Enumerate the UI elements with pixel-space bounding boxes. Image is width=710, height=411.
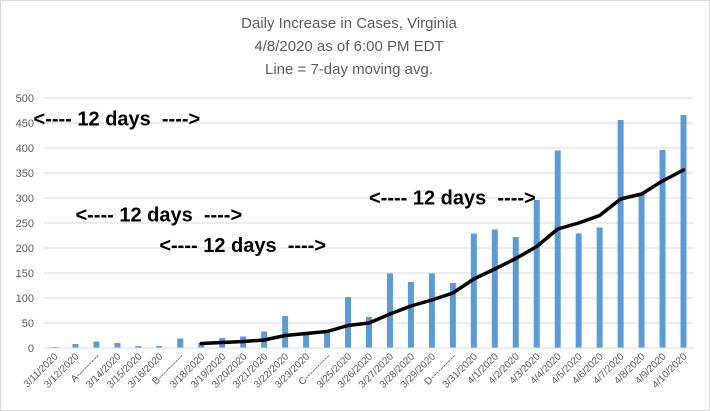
bar-4/7/2020 bbox=[617, 120, 624, 348]
bar-3/22/2020 bbox=[282, 316, 289, 348]
bar-3/28/2020 bbox=[407, 282, 414, 348]
bar-4/2/2020 bbox=[512, 237, 519, 348]
annotation-12-days: <---- 12 days ----> bbox=[159, 235, 326, 257]
y-tick-label: 0 bbox=[28, 343, 34, 355]
bar-4/1/2020 bbox=[491, 229, 498, 348]
y-tick-label: 400 bbox=[16, 143, 34, 155]
bar-A--------- bbox=[93, 341, 100, 348]
bar-4/4/2020 bbox=[554, 150, 561, 348]
y-tick-label: 300 bbox=[16, 193, 34, 205]
bar-3/16/2020 bbox=[156, 346, 163, 348]
bar-C---------- bbox=[324, 330, 331, 348]
chart-title-line-3: Line = 7-day moving avg. bbox=[265, 61, 433, 78]
bar-3/18/2020 bbox=[198, 343, 205, 348]
annotation-12-days: <---- 12 days ----> bbox=[75, 205, 242, 227]
y-axis-ticks: 0 50 100 150 200 250 300 350 400 450 500 bbox=[16, 93, 34, 355]
x-axis-ticks: 3/11/20203/12/2020A---------3/14/20203/1… bbox=[22, 351, 690, 391]
chart-title-line-2: 4/8/2020 as of 6:00 PM EDT bbox=[254, 38, 443, 55]
y-tick-label: 250 bbox=[16, 218, 34, 230]
annotation-12-days: <---- 12 days ----> bbox=[34, 109, 201, 131]
bar-4/5/2020 bbox=[575, 233, 582, 348]
bar-3/14/2020 bbox=[114, 343, 121, 348]
bar-D---------- bbox=[449, 283, 456, 348]
bar-4/10/2020 bbox=[680, 115, 687, 348]
y-tick-label: 100 bbox=[16, 293, 34, 305]
y-tick-label: 350 bbox=[16, 168, 34, 180]
y-tick-label: 200 bbox=[16, 243, 34, 255]
bar-3/23/2020 bbox=[303, 333, 310, 348]
chart-title: Daily Increase in Cases, Virginia 4/8/20… bbox=[241, 15, 457, 78]
gridlines bbox=[44, 97, 694, 324]
y-tick-label: 150 bbox=[16, 268, 34, 280]
annotation-12-days: <---- 12 days ----> bbox=[369, 188, 536, 210]
bar-3/29/2020 bbox=[428, 273, 435, 348]
bar-3/12/2020 bbox=[72, 344, 79, 348]
chart-title-line-1: Daily Increase in Cases, Virginia bbox=[241, 15, 457, 32]
bar-4/3/2020 bbox=[533, 200, 540, 348]
bar-B---------- bbox=[177, 338, 184, 348]
bar-3/31/2020 bbox=[470, 233, 477, 348]
y-tick-label: 450 bbox=[16, 118, 34, 130]
bar-4/6/2020 bbox=[596, 227, 603, 348]
annotations: <---- 12 days ----> <---- 12 days ----> <-… bbox=[34, 109, 536, 258]
bar-3/26/2020 bbox=[366, 317, 372, 348]
y-tick-label: 500 bbox=[16, 93, 34, 105]
bar-4/9/2020 bbox=[659, 150, 666, 348]
bar-3/15/2020 bbox=[135, 346, 142, 348]
bar-3/27/2020 bbox=[386, 273, 393, 348]
bar-4/8/2020 bbox=[638, 193, 645, 348]
y-tick-label: 50 bbox=[22, 318, 34, 330]
bar-3/25/2020 bbox=[345, 297, 352, 348]
bar-series bbox=[51, 115, 687, 348]
moving-average-line bbox=[199, 168, 686, 346]
